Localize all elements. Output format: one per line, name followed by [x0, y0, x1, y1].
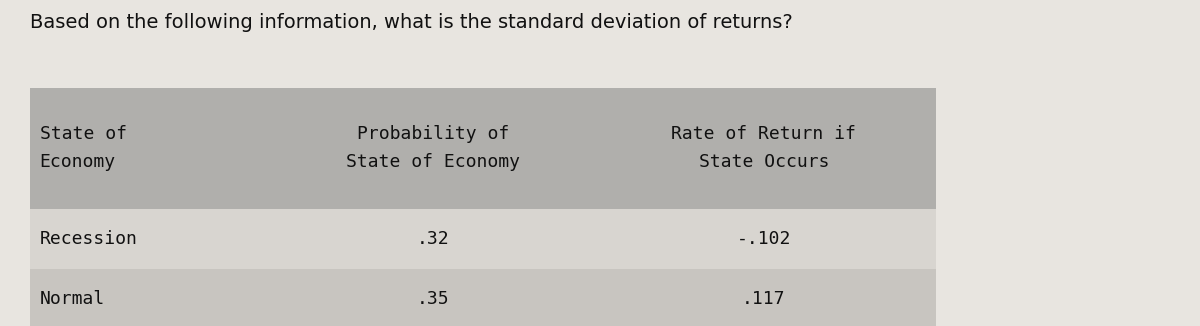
FancyBboxPatch shape: [30, 88, 936, 209]
Text: .117: .117: [742, 290, 786, 308]
Text: State of Economy: State of Economy: [346, 153, 520, 171]
Text: -.102: -.102: [737, 230, 791, 248]
Text: State of: State of: [40, 126, 127, 143]
Text: Normal: Normal: [40, 290, 104, 308]
Text: .32: .32: [416, 230, 450, 248]
Text: Based on the following information, what is the standard deviation of returns?: Based on the following information, what…: [30, 13, 793, 32]
Text: .35: .35: [416, 290, 450, 308]
Text: Probability of: Probability of: [358, 126, 509, 143]
Text: Economy: Economy: [40, 153, 115, 171]
FancyBboxPatch shape: [30, 269, 936, 326]
Text: State Occurs: State Occurs: [698, 153, 829, 171]
Text: Recession: Recession: [40, 230, 138, 248]
Text: Rate of Return if: Rate of Return if: [672, 126, 857, 143]
FancyBboxPatch shape: [30, 209, 936, 269]
